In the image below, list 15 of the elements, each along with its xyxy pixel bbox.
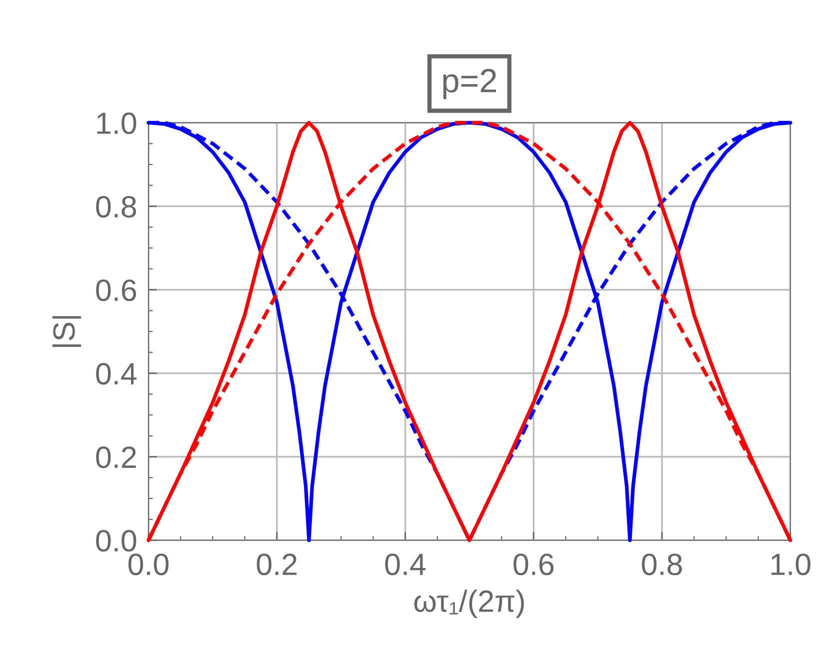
x-tick-label: 0.4	[385, 554, 426, 576]
x-tick-label: 0.8	[642, 554, 682, 576]
y-tick-label: 0.6	[96, 279, 136, 302]
x-tick-label: 0.6	[514, 554, 554, 576]
x-tick-label: 0.0	[128, 554, 169, 576]
y-tick-label: 0.2	[96, 446, 136, 468]
chart-title: p=2	[443, 68, 496, 100]
y-tick-label: 0.8	[96, 196, 136, 218]
y-tick-label: 1.0	[97, 112, 136, 134]
x-tick-label: 1.0	[771, 554, 810, 576]
y-tick-label: 0.0	[96, 530, 136, 552]
y-tick-label: 0.4	[96, 362, 136, 385]
x-axis-title: ωτ₁/(2π)	[414, 590, 524, 618]
x-tick-label: 0.2	[256, 554, 297, 576]
y-axis-title: |S|	[52, 316, 82, 347]
